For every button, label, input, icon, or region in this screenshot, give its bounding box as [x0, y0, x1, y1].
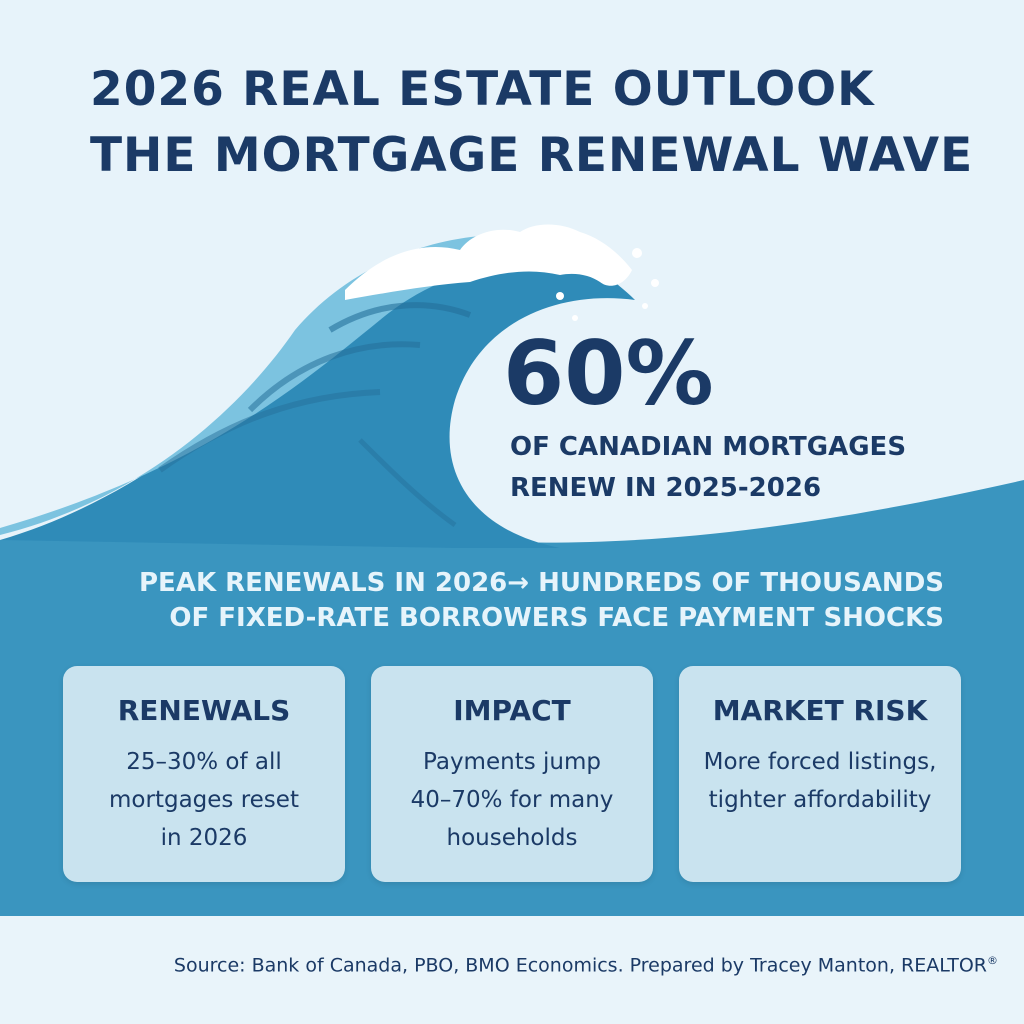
foam-dot — [632, 248, 642, 258]
market-risk-card: MARKET RISK More forced listings, tighte… — [679, 666, 961, 882]
wave-curl-stroke — [358, 438, 457, 528]
stat-percentage: 60% — [503, 322, 714, 425]
wave-curl-stroke — [328, 302, 472, 333]
foam-dot — [572, 315, 578, 321]
title-line-1: 2026 REAL ESTATE OUTLOOK — [90, 62, 875, 117]
title-line-2: THE MORTGAGE RENEWAL WAVE — [90, 128, 974, 183]
card-body: Payments jump 40–70% for many households — [410, 749, 614, 851]
stat-caption-line-2: RENEW IN 2025-2026 — [510, 473, 822, 503]
source-text: Source: Bank of Canada, PBO, BMO Economi… — [173, 954, 987, 977]
card-title: IMPACT — [453, 694, 571, 727]
foam-dot — [651, 279, 659, 287]
card-body: More forced listings, tighter affordabil… — [703, 749, 937, 813]
renewals-card: RENEWALS 25–30% of all mortgages reset i… — [63, 666, 345, 882]
card-title: MARKET RISK — [712, 694, 928, 727]
headline-line-2: OF FIXED-RATE BORROWERS FACE PAYMENT SHO… — [169, 603, 944, 633]
impact-card: IMPACT Payments jump 40–70% for many hou… — [371, 666, 653, 882]
card-body: 25–30% of all mortgages reset in 2026 — [109, 749, 299, 851]
wave-curl-stroke — [158, 389, 381, 473]
footer-band — [0, 916, 1024, 1024]
source-credit: Source: Bank of Canada, PBO, BMO Economi… — [174, 954, 998, 976]
foam-dot — [556, 292, 564, 300]
wave-foam — [345, 224, 632, 300]
wave-curl-stroke — [247, 341, 421, 413]
foam-dot — [642, 303, 648, 309]
registered-mark: ® — [987, 954, 998, 967]
stat-caption-line-1: OF CANADIAN MORTGAGES — [510, 432, 907, 462]
headline-line-1: PEAK RENEWALS IN 2026→ HUNDREDS OF THOUS… — [139, 568, 944, 598]
card-title: RENEWALS — [117, 694, 291, 727]
